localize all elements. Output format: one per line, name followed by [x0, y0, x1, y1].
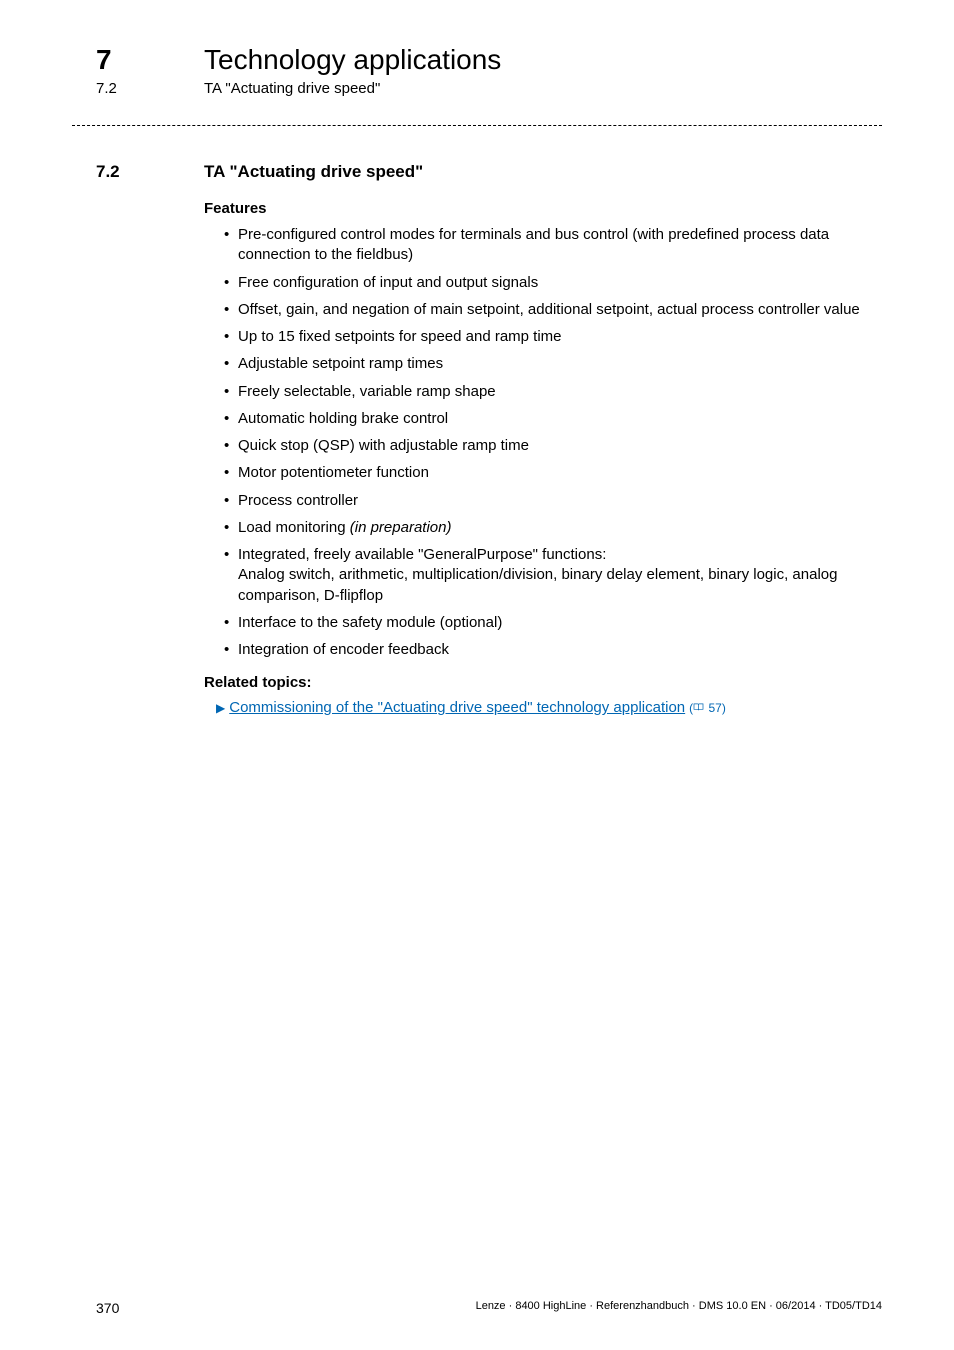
list-item: Integration of encoder feedback [224, 640, 882, 660]
list-item: Quick stop (QSP) with adjustable ramp ti… [224, 436, 882, 456]
list-item: Up to 15 fixed setpoints for speed and r… [224, 327, 882, 347]
list-item: Integrated, freely available "GeneralPur… [224, 545, 882, 606]
section-title-small: TA "Actuating drive speed" [204, 80, 380, 97]
related-topics-heading: Related topics: [204, 674, 882, 691]
list-item: Free configuration of input and output s… [224, 273, 882, 293]
chapter-title: Technology applications [204, 44, 501, 76]
page-reference: ( 57) [689, 701, 726, 715]
related-link-row: ▶ Commissioning of the "Actuating drive … [216, 699, 882, 716]
section-title: TA "Actuating drive speed" [204, 162, 423, 182]
list-item: Pre-configured control modes for termina… [224, 225, 882, 266]
list-item: Interface to the safety module (optional… [224, 613, 882, 633]
list-item: Adjustable setpoint ramp times [224, 354, 882, 374]
list-item: Freely selectable, variable ramp shape [224, 382, 882, 402]
page-ref-number: 57 [709, 701, 722, 715]
features-list: Pre-configured control modes for termina… [224, 225, 882, 660]
section-number-small: 7.2 [96, 80, 204, 97]
divider [72, 125, 882, 126]
list-item: Motor potentiometer function [224, 463, 882, 483]
related-link[interactable]: Commissioning of the "Actuating drive sp… [229, 699, 685, 716]
chapter-number: 7 [96, 44, 204, 76]
section-number: 7.2 [96, 162, 204, 182]
book-icon [693, 703, 704, 712]
list-item: Load monitoring (in preparation) [224, 518, 882, 538]
list-item: Automatic holding brake control [224, 409, 882, 429]
page-number: 370 [96, 1300, 119, 1316]
italic-text: (in preparation) [350, 519, 452, 536]
list-item: Process controller [224, 491, 882, 511]
features-heading: Features [204, 200, 882, 217]
footer: 370 Lenze · 8400 HighLine · Referenzhand… [96, 1300, 882, 1316]
footer-text: Lenze · 8400 HighLine · Referenzhandbuch… [476, 1300, 882, 1316]
triangle-icon: ▶ [216, 701, 225, 715]
list-item: Offset, gain, and negation of main setpo… [224, 300, 882, 320]
